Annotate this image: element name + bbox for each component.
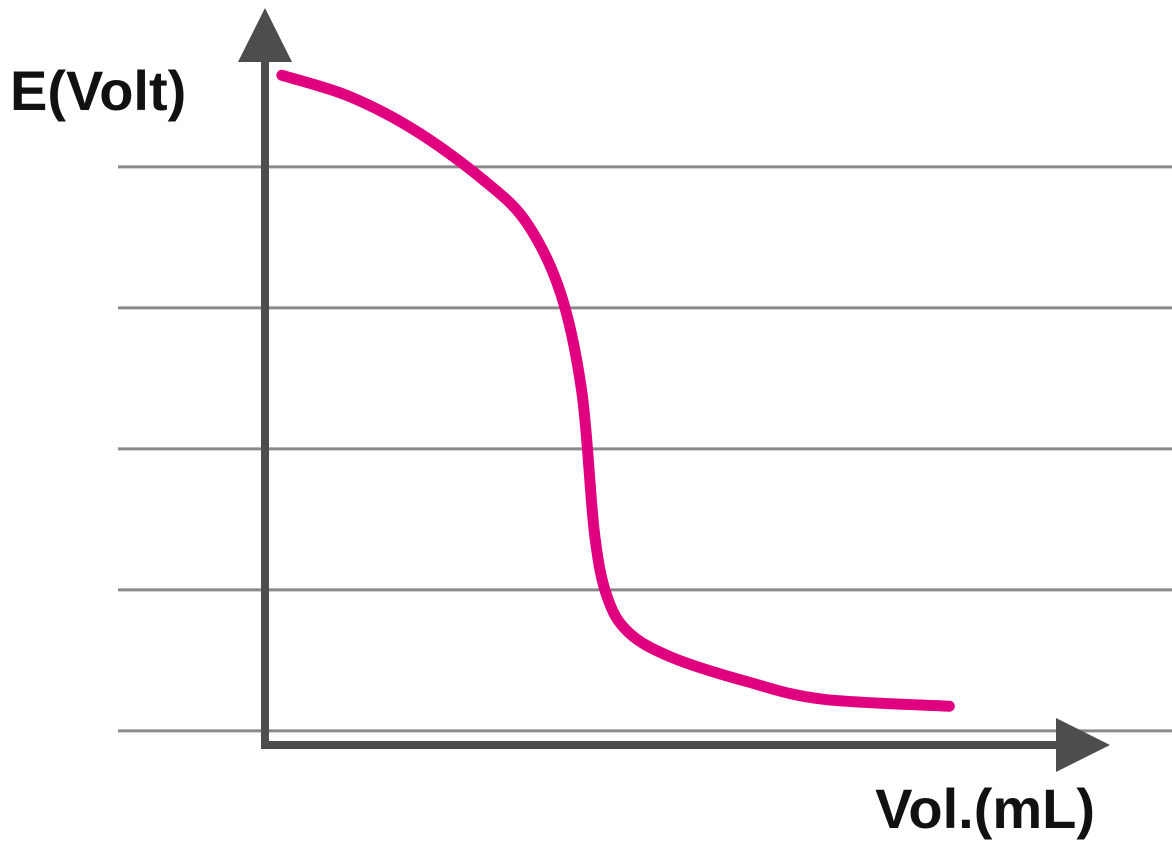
x-axis-label: Vol.(mL)	[875, 777, 1095, 840]
y-axis-arrow	[238, 8, 292, 62]
series-line-titration-curve	[276, 69, 955, 712]
gridlines	[118, 165, 1172, 733]
axes	[238, 8, 1110, 772]
x-axis-arrow	[1056, 718, 1110, 772]
y-axis-label: E(Volt)	[10, 59, 186, 122]
